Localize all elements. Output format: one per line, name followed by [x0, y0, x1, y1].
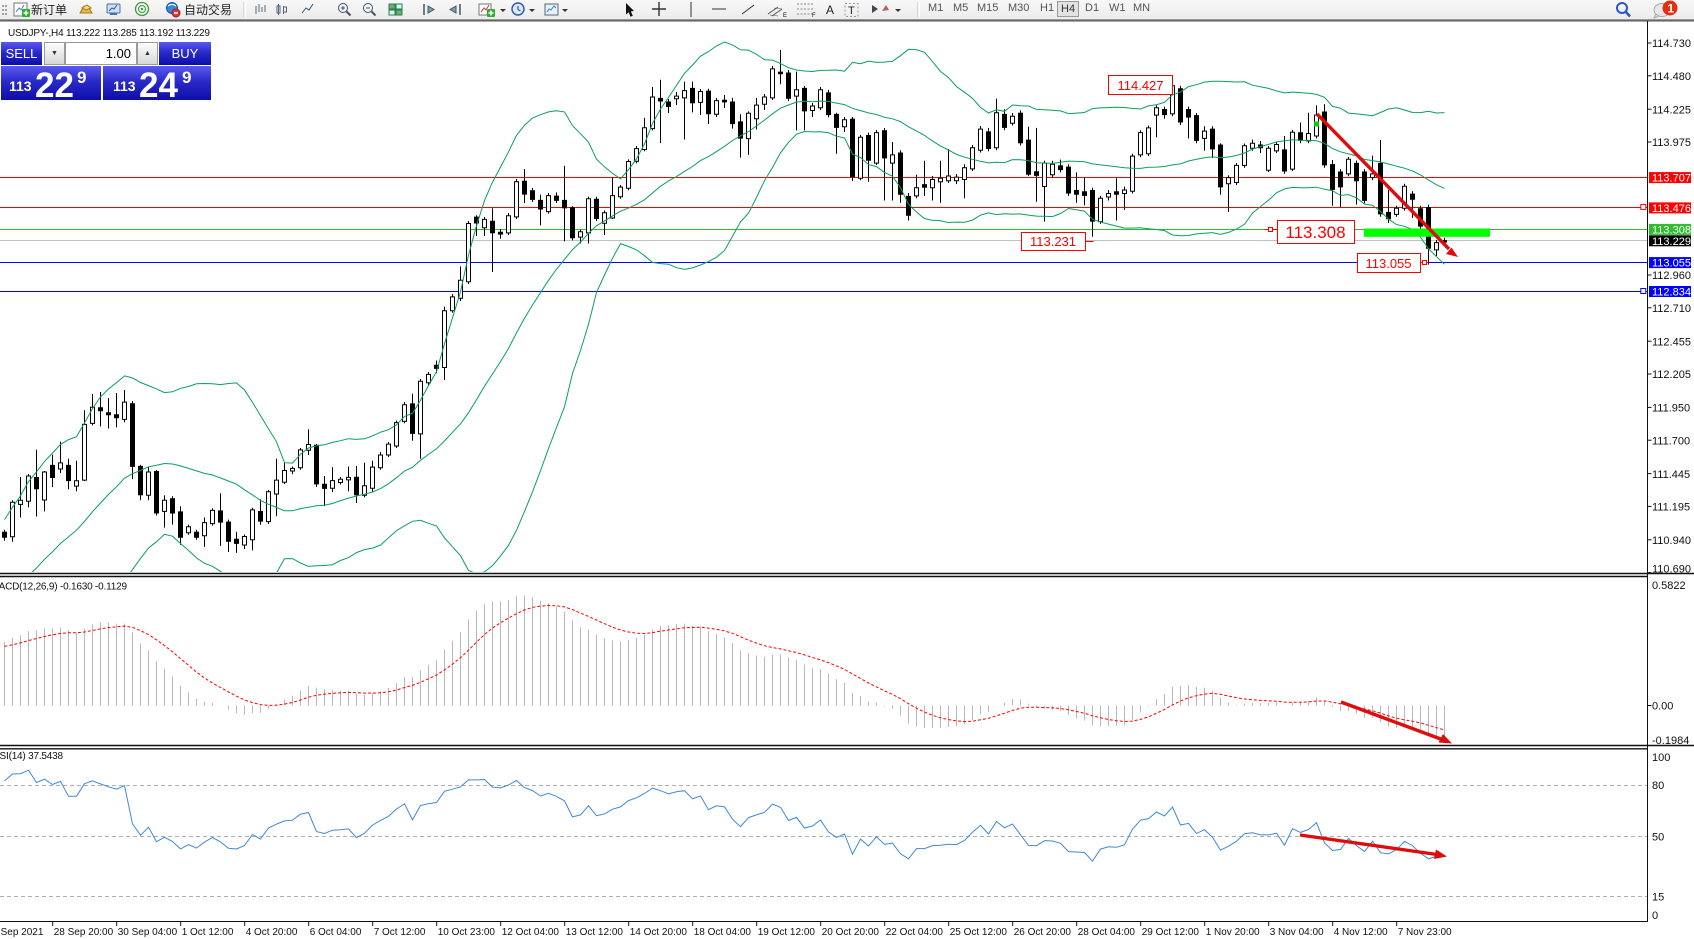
- svg-text:114.730: 114.730: [1652, 38, 1691, 50]
- svg-text:111.700: 111.700: [1652, 435, 1690, 447]
- svg-text:113.055: 113.055: [1652, 258, 1691, 270]
- svg-text:113.308: 113.308: [1652, 224, 1691, 236]
- svg-text:T: T: [848, 5, 855, 17]
- svg-text:114.225: 114.225: [1652, 104, 1691, 116]
- svg-text:USDJPY-,H4 113.222 113.285 11: USDJPY-,H4 113.222 113.285 113.192 113.2…: [8, 28, 210, 39]
- svg-text:112.455: 112.455: [1652, 336, 1691, 348]
- svg-text:113.055: 113.055: [1365, 256, 1411, 271]
- svg-text:111.950: 111.950: [1652, 403, 1690, 415]
- svg-text:E: E: [783, 13, 787, 19]
- svg-text:28 Sep 2021: 28 Sep 2021: [0, 927, 44, 938]
- svg-text:111.445: 111.445: [1652, 469, 1690, 481]
- svg-text:RSI(14) 37.5438: RSI(14) 37.5438: [0, 751, 64, 762]
- svg-text:111.195: 111.195: [1652, 502, 1690, 514]
- svg-text:22 Oct 04:00: 22 Oct 04:00: [886, 927, 944, 938]
- svg-text:113.707: 113.707: [1652, 173, 1691, 185]
- svg-text:12 Oct 04:00: 12 Oct 04:00: [502, 927, 560, 938]
- svg-text:MACD(12,26,9) -0.1630 -0.1129: MACD(12,26,9) -0.1630 -0.1129: [0, 582, 127, 593]
- svg-text:114.427: 114.427: [1117, 78, 1163, 93]
- svg-text:113.231: 113.231: [1030, 234, 1076, 249]
- svg-text:80: 80: [1652, 780, 1664, 792]
- svg-text:0.5822: 0.5822: [1652, 580, 1686, 592]
- svg-text:26 Oct 20:00: 26 Oct 20:00: [1014, 927, 1072, 938]
- svg-text:0: 0: [1652, 910, 1658, 922]
- svg-text:29 Oct 12:00: 29 Oct 12:00: [1142, 927, 1200, 938]
- svg-text:19 Oct 12:00: 19 Oct 12:00: [758, 927, 816, 938]
- svg-text:14 Oct 20:00: 14 Oct 20:00: [630, 927, 688, 938]
- svg-text:110.690: 110.690: [1652, 564, 1691, 576]
- svg-text:20 Oct 20:00: 20 Oct 20:00: [822, 927, 880, 938]
- svg-text:4 Oct 20:00: 4 Oct 20:00: [246, 927, 298, 938]
- svg-text:112.960: 112.960: [1652, 270, 1691, 282]
- svg-text:7 Oct 12:00: 7 Oct 12:00: [374, 927, 426, 938]
- svg-text:1 Oct 12:00: 1 Oct 12:00: [182, 927, 234, 938]
- svg-text:6 Oct 04:00: 6 Oct 04:00: [310, 927, 362, 938]
- svg-text:-0.1984: -0.1984: [1652, 735, 1689, 747]
- svg-text:1: 1: [1668, 2, 1675, 16]
- svg-text:1 Nov 20:00: 1 Nov 20:00: [1206, 927, 1260, 938]
- svg-text:50: 50: [1652, 831, 1664, 843]
- svg-text:113.975: 113.975: [1652, 137, 1691, 149]
- svg-text:114.480: 114.480: [1652, 71, 1691, 83]
- svg-text:4 Nov 12:00: 4 Nov 12:00: [1334, 927, 1388, 938]
- svg-text:30 Sep 04:00: 30 Sep 04:00: [118, 927, 178, 938]
- svg-text:113.476: 113.476: [1652, 203, 1691, 215]
- svg-text:112.205: 112.205: [1652, 369, 1691, 381]
- svg-text:100: 100: [1652, 752, 1670, 764]
- svg-text:3 Nov 04:00: 3 Nov 04:00: [1270, 927, 1324, 938]
- svg-text:F: F: [812, 13, 816, 19]
- svg-text:112.834: 112.834: [1652, 287, 1691, 299]
- svg-text:25 Oct 12:00: 25 Oct 12:00: [950, 927, 1008, 938]
- svg-text:15: 15: [1652, 892, 1664, 904]
- svg-text:113.308: 113.308: [1285, 223, 1345, 242]
- svg-text:0.00: 0.00: [1652, 701, 1673, 713]
- svg-text:13 Oct 12:00: 13 Oct 12:00: [566, 927, 624, 938]
- svg-text:28 Sep 20:00: 28 Sep 20:00: [54, 927, 114, 938]
- svg-text:A: A: [826, 3, 834, 17]
- svg-text:18 Oct 04:00: 18 Oct 04:00: [694, 927, 752, 938]
- svg-text:10 Oct 23:00: 10 Oct 23:00: [438, 927, 496, 938]
- svg-text:112.710: 112.710: [1652, 303, 1691, 315]
- svg-text:28 Oct 04:00: 28 Oct 04:00: [1078, 927, 1136, 938]
- svg-text:7 Nov 23:00: 7 Nov 23:00: [1398, 927, 1452, 938]
- svg-text:113.229: 113.229: [1652, 236, 1691, 248]
- svg-text:110.940: 110.940: [1652, 535, 1691, 547]
